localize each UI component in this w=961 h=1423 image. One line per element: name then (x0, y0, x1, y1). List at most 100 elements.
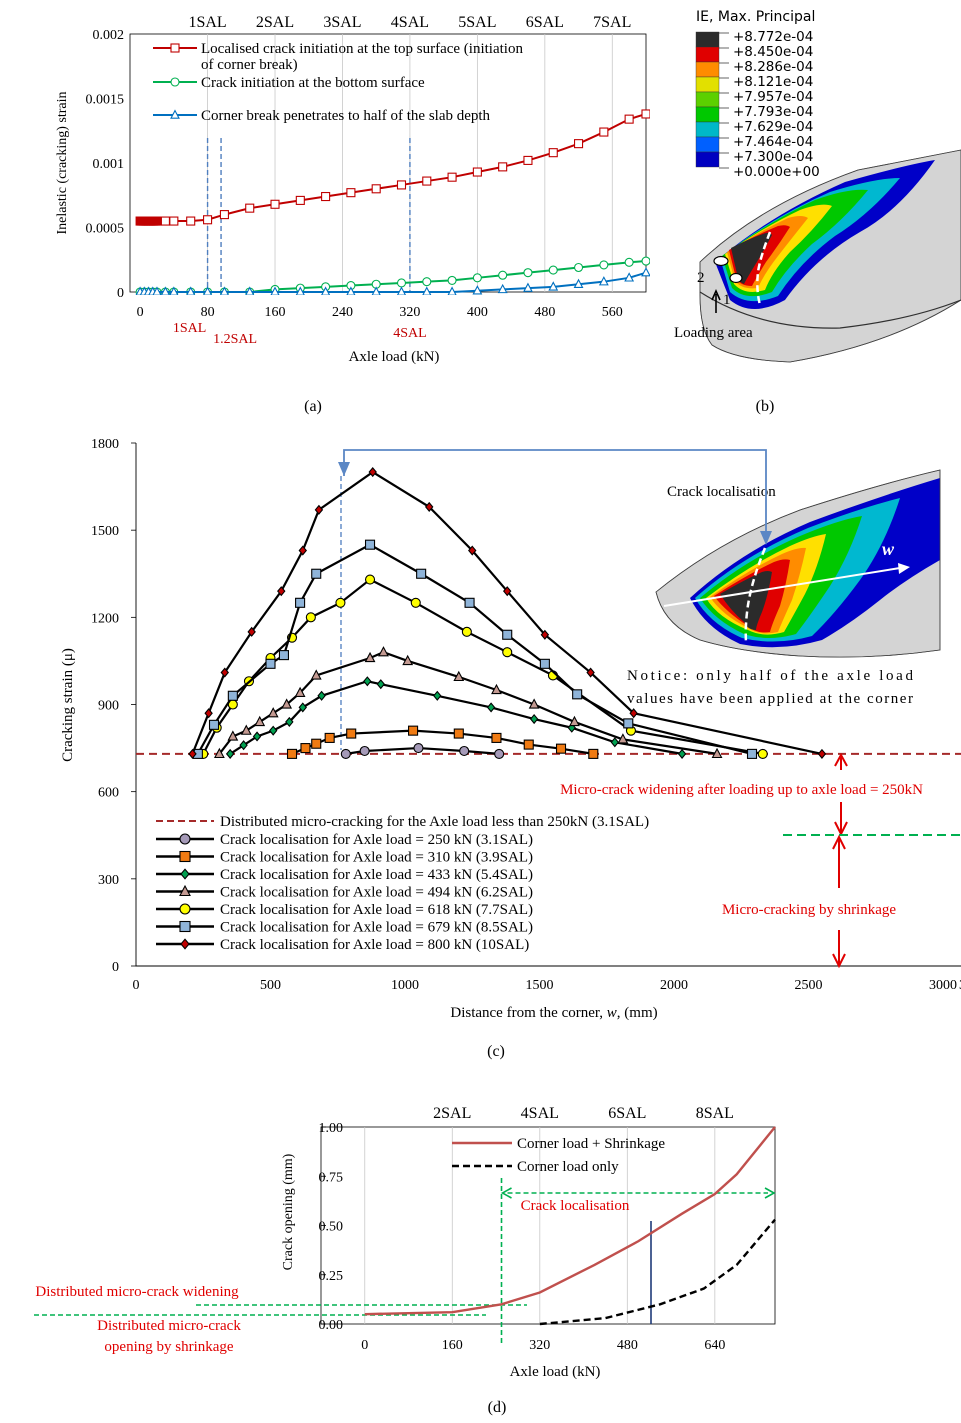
panel-b-point-1-label: 1 (723, 292, 731, 308)
panel-d-x-tick-label: 480 (617, 1338, 638, 1353)
panel-c-point-series-6 (502, 629, 513, 640)
panel-c-point-series-3 (486, 702, 496, 713)
panel-d-ticks: 0 160 320 480 640 0.00 0.25 0.50 0.75 1.00 2SAL 4SA… (319, 1105, 734, 1353)
panel-a-point-series-1 (321, 191, 331, 202)
panel-d-y-tick-label: 0.00 (319, 1318, 344, 1333)
panel-c-point-series-3 (298, 702, 307, 713)
panel-d-y-tick-label: 0.25 (319, 1269, 344, 1284)
panel-a-point-series-3 (641, 267, 650, 277)
panel-c-point-series-4 (711, 747, 723, 759)
panel-c-point-series-1 (359, 745, 370, 757)
panel-a-x-tick-label: 240 (332, 305, 353, 320)
panel-a-point-series-3 (160, 286, 170, 295)
panel-c-point-series-4 (617, 733, 629, 744)
panel-c: 0 500 1000 1500 2000 2500 30003 0 300 600 900 1200 1… (60, 437, 961, 1060)
panel-d-opening-label-line-1: Distributed micro-crack (97, 1318, 241, 1334)
panel-c-y-tick-label: 300 (98, 873, 119, 888)
caption-a: (a) (304, 398, 322, 415)
panel-c-point-series-7 (424, 501, 434, 512)
panel-c-point-series-2 (453, 728, 464, 739)
panel-a-legend-label: Localised crack initiation at the top su… (201, 41, 523, 57)
panel-c-point-series-3 (610, 737, 620, 748)
panel-b-legend-title: IE, Max. Principal (696, 9, 815, 25)
panel-c-legend-marker (180, 938, 190, 950)
panel-b-legend-value: +8.772e-04 (733, 29, 813, 45)
panel-a-point-series-3 (598, 276, 609, 286)
panel-a-legend-label: Crack initiation at the bottom surface (201, 75, 425, 91)
panel-a-point-series-2 (447, 275, 457, 285)
panel-b-legend-color-swatch (695, 31, 720, 48)
panel-a-point-series-2 (573, 262, 584, 273)
panel-c-y-tick-label: 1500 (91, 524, 119, 539)
panel-a-point-series-3 (447, 286, 457, 295)
panel-c-point-series-4 (281, 698, 293, 709)
panel-b-legend-color-swatch (695, 76, 720, 93)
panel-a-point-series-3 (548, 281, 559, 291)
panel-a-series (135, 109, 650, 295)
panel-a-point-series-3 (396, 286, 407, 295)
panel-a-point-series-1 (498, 162, 508, 172)
panel-c-x-tick-label: 1500 (526, 978, 554, 993)
panel-b-legend-value: +8.121e-04 (733, 74, 813, 90)
panel-c-point-series-6 (746, 748, 758, 759)
panel-c-point-series-4 (267, 707, 279, 718)
panel-c-point-series-3 (567, 722, 576, 733)
panel-d-series (364, 1126, 776, 1326)
panel-a-point-series-1 (447, 172, 457, 182)
panel-c-point-series-6 (265, 658, 276, 669)
panel-a-legend-marker (170, 109, 180, 119)
panel-a-point-series-1 (422, 176, 432, 186)
panel-c-point-series-7 (540, 629, 550, 640)
panel-a-point-series-1 (169, 216, 179, 226)
panel-c-point-series-4 (310, 669, 322, 680)
panel-c-point-series-5 (410, 597, 421, 608)
panel-c-legend-marker (179, 903, 191, 915)
panel-b-legend-color-swatch (695, 46, 720, 63)
panel-c-point-series-3 (239, 740, 248, 751)
panel-c-legend-label: Crack localisation for Axle load = 433 k… (220, 867, 533, 883)
panel-a-point-series-1 (160, 216, 170, 226)
panel-c-inset-title: Crack localisation (667, 484, 776, 500)
panel-c-point-series-4 (528, 698, 540, 709)
panel-a-top-tick-label: 6SAL (526, 14, 564, 31)
panel-b-legend-value: +7.793e-04 (733, 104, 813, 120)
panel-a-legend-label-continued: of corner break) (201, 57, 298, 73)
panel-c-legend-marker (179, 920, 191, 933)
panel-c-legend-label: Crack localisation for Axle load = 310 k… (220, 850, 533, 866)
panel-c-point-series-7 (817, 748, 827, 759)
panel-d-x-tick-label: 320 (529, 1338, 550, 1353)
panel-c-point-series-4 (453, 670, 465, 682)
panel-a-point-series-1 (186, 216, 196, 226)
panel-a-point-series-3 (219, 286, 229, 295)
panel-a-point-series-1 (203, 215, 213, 225)
panel-a-legend-marker (170, 43, 180, 53)
panel-a-point-series-3 (472, 285, 483, 295)
panel-a-point-series-3 (186, 286, 196, 295)
panel-a-y-tick-label: 0.0005 (86, 222, 125, 237)
panel-a-point-series-3 (295, 286, 305, 295)
panel-b-legend-color-swatch (695, 61, 720, 78)
panel-c-point-series-7 (314, 504, 324, 515)
panel-c-point-series-7 (188, 748, 197, 759)
panel-a-point-series-2 (498, 270, 508, 280)
panel-b-legend-value: +7.300e-04 (733, 149, 813, 165)
panel-c-point-series-6 (416, 568, 427, 579)
panel-a-point-series-1 (245, 203, 255, 213)
panel-c-point-series-1 (459, 745, 470, 757)
panel-a-ticks: 0 80 160 240 320 400 480 560 0 0.0005 0.001 0.0015 0… (86, 14, 632, 320)
panel-c-point-series-3 (363, 676, 372, 687)
panel-a-point-series-2 (641, 256, 650, 266)
panel-a-point-series-1 (599, 127, 609, 137)
panel-c-legend-label: Crack localisation for Axle load = 618 k… (220, 902, 533, 918)
panel-b-point-2-marker (713, 255, 729, 267)
panel-d-top-tick-label: 6SAL (608, 1105, 646, 1122)
panel-c-point-series-3 (677, 748, 687, 759)
panel-a-point-series-3 (371, 286, 381, 295)
panel-a-point-series-3 (321, 286, 331, 295)
panel-c-point-series-3 (317, 690, 326, 701)
panel-c-widening-arrow-down (834, 802, 848, 837)
panel-a-point-series-1 (523, 155, 533, 165)
panel-c-widening-arrow (834, 752, 848, 770)
panel-a-x-tick-label: 0 (137, 305, 144, 320)
